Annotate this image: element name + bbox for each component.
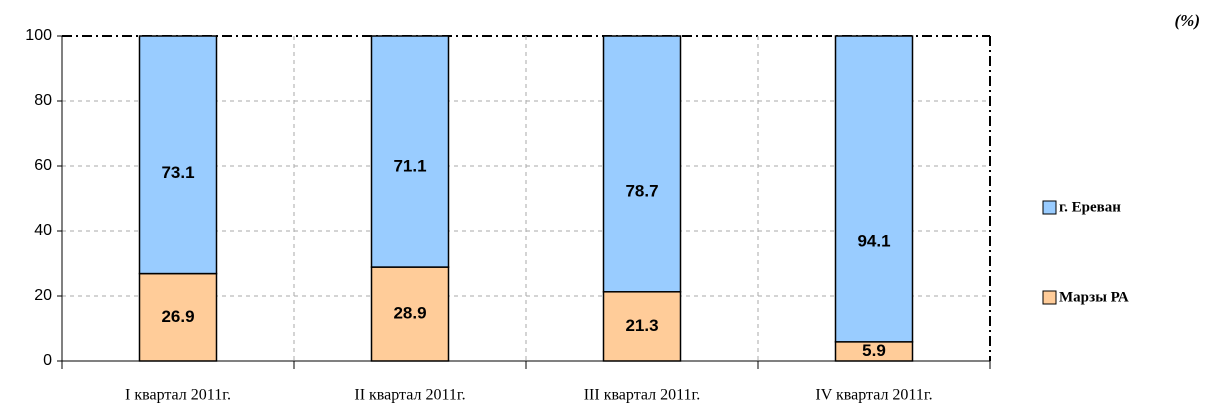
legend-label: Марзы РА	[1059, 289, 1129, 305]
y-tick-label: 60	[34, 157, 52, 174]
y-tick-label: 20	[34, 287, 52, 304]
legend-label: г. Ереван	[1059, 199, 1121, 215]
value-label: 21.3	[625, 316, 658, 335]
value-label: 71.1	[393, 157, 426, 176]
value-label: 94.1	[857, 231, 890, 250]
legend-swatch	[1042, 290, 1057, 305]
unit-annotation: (%)	[1175, 11, 1200, 30]
bar-segment	[602, 35, 682, 293]
x-tick-label: II квартал 2011г.	[354, 387, 465, 404]
value-label: 26.9	[161, 307, 194, 326]
x-tick-label: IV квартал 2011г.	[815, 387, 932, 404]
value-label: 73.1	[161, 163, 194, 182]
value-label: 78.7	[625, 181, 658, 200]
x-tick-label: I квартал 2011г.	[125, 387, 231, 404]
y-tick-label: 80	[34, 92, 52, 109]
legend-swatch	[1042, 200, 1057, 215]
bar-segment	[138, 35, 218, 275]
x-tick-label: III квартал 2011г.	[584, 387, 701, 404]
y-tick-label: 40	[34, 222, 52, 239]
value-label: 28.9	[393, 304, 426, 323]
bar-segment	[834, 35, 914, 343]
y-tick-label: 100	[25, 27, 52, 44]
value-label: 5.9	[862, 341, 886, 360]
bar-segment	[370, 35, 450, 268]
y-tick-label: 0	[43, 352, 52, 369]
